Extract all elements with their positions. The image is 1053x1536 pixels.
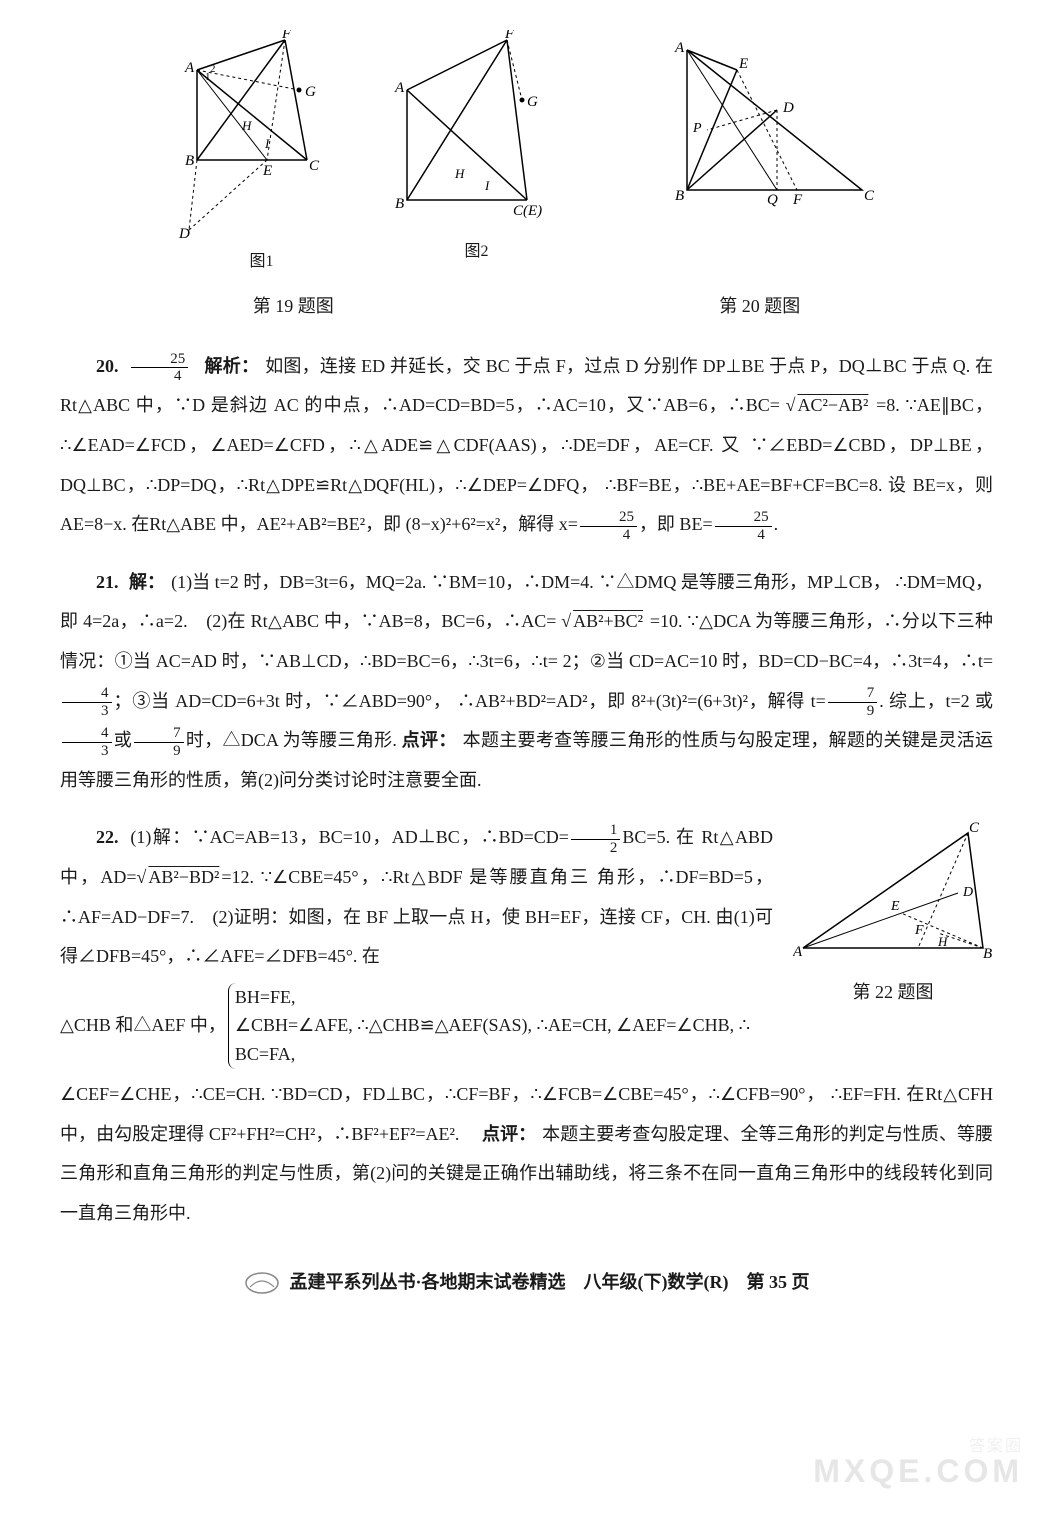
svg-text:I: I bbox=[264, 136, 270, 151]
page-footer: 孟建平系列丛书·各地期末试卷精选 八年级(下)数学(R) 第 35 页 bbox=[60, 1263, 993, 1303]
q22-t2b: =12. ∵∠CBE=45°，∴Rt△BDF 是等腰直角三 bbox=[221, 867, 590, 887]
q21-t1: (1)当 t=2 时，DB=3t=6，MQ=2a. ∵BM=10，∴DM=4. … bbox=[171, 572, 891, 592]
fig2-subcaption: 图2 bbox=[464, 234, 488, 269]
figures-row: A B C D E F G H I 1 2 图1 A B C(E) F G bbox=[60, 30, 993, 279]
q21-t4b: ；③当 AD=CD=6+3t 时，∵∠ABD=90°， bbox=[114, 691, 452, 711]
q20-t1: 如图，连接 ED 并延长，交 BC 于点 F，过点 D 分别作 DP⊥BE 于点… bbox=[265, 356, 970, 376]
q21-t4a: 2；②当 CD=AC=10 时，BD=CD−BC=4，∴3t=4，∴t= bbox=[563, 651, 993, 671]
svg-text:P: P bbox=[692, 121, 702, 136]
svg-text:2: 2 bbox=[210, 63, 216, 75]
q21-cmt-head: 点评： bbox=[402, 730, 457, 750]
q20-t6b: ，即 BE= bbox=[639, 514, 713, 534]
svg-text:E: E bbox=[262, 163, 272, 179]
q21-num: 21. bbox=[96, 572, 119, 592]
svg-text:A: A bbox=[793, 944, 803, 958]
q21-root: AB²+BC² bbox=[571, 611, 645, 631]
fig20-svg: A B C D E F P Q bbox=[667, 30, 877, 210]
svg-text:C(E): C(E) bbox=[513, 203, 542, 219]
figure-19-1: A B C D E F G H I 1 2 图1 bbox=[177, 30, 347, 279]
svg-text:H: H bbox=[937, 934, 948, 949]
svg-text:A: A bbox=[674, 40, 685, 56]
brace-line-3: BC=FA, bbox=[235, 1040, 750, 1069]
fig1-svg: A B C D E F G H I 1 2 bbox=[177, 30, 347, 240]
svg-text:H: H bbox=[241, 118, 252, 133]
caption-row: 第 19 题图 第 20 题图 bbox=[60, 287, 993, 327]
q21-t2b: =10. bbox=[650, 611, 683, 631]
q22-t1a: ∵AC=AB=13，BC=10，AD⊥BC，∴BD=CD= bbox=[192, 827, 569, 847]
footer-icon bbox=[244, 1271, 280, 1295]
q22-brace-row: △CHB 和△AEF 中， BH=FE, ∠CBH=∠AFE, ∴△CHB≌△A… bbox=[60, 977, 773, 1075]
svg-text:C: C bbox=[309, 158, 320, 174]
q22-head: (1)解： bbox=[130, 827, 191, 847]
svg-text:D: D bbox=[962, 885, 973, 900]
q21-t5c: 或 bbox=[114, 730, 133, 750]
q22-t5-pre: △CHB 和△AEF 中， bbox=[60, 1006, 226, 1046]
svg-text:I: I bbox=[484, 178, 490, 193]
figure-22: A B C D E F H 第 22 题图 bbox=[793, 818, 993, 1012]
svg-text:E: E bbox=[738, 56, 748, 72]
svg-text:B: B bbox=[395, 196, 404, 212]
svg-text:B: B bbox=[185, 153, 194, 169]
svg-text:Q: Q bbox=[767, 192, 778, 208]
svg-text:D: D bbox=[782, 100, 794, 116]
svg-text:A: A bbox=[394, 80, 405, 96]
svg-text:D: D bbox=[178, 226, 190, 240]
q20-head: 解析： bbox=[204, 356, 259, 376]
figure-19-2: A B C(E) F G H I 图2 bbox=[387, 30, 567, 279]
q22-cmt-head: 点评： bbox=[482, 1124, 536, 1144]
svg-text:C: C bbox=[864, 188, 875, 204]
q21-head: 解： bbox=[129, 572, 165, 592]
svg-text:F: F bbox=[281, 30, 292, 42]
watermark-cn: 答案圈 bbox=[969, 1429, 1023, 1464]
figure-20: A B C D E F P Q bbox=[667, 30, 877, 279]
q21-t5d: 时，△DCA 为等腰三角形. bbox=[186, 730, 397, 750]
caption-19: 第 19 题图 bbox=[60, 287, 527, 327]
brace-line-1: BH=FE, bbox=[235, 983, 750, 1012]
q20-root: AC²−AB² bbox=[795, 395, 870, 415]
brace-system: BH=FE, ∠CBH=∠AFE, ∴△CHB≌△AEF(SAS), ∴AE=C… bbox=[228, 983, 750, 1069]
svg-text:C: C bbox=[969, 820, 980, 836]
svg-text:A: A bbox=[184, 60, 195, 76]
svg-text:B: B bbox=[983, 946, 992, 958]
svg-text:F: F bbox=[792, 192, 803, 208]
svg-text:B: B bbox=[675, 188, 684, 204]
brace-line-2: ∠CBH=∠AFE, ∴△CHB≌△AEF(SAS), ∴AE=CH, ∠AEF… bbox=[235, 1011, 750, 1040]
solution-20: 20. 254 解析： 如图，连接 ED 并延长，交 BC 于点 F，过点 D 分… bbox=[60, 347, 993, 545]
q20-num: 20. bbox=[96, 356, 119, 376]
q20-answer-frac: 254 bbox=[131, 351, 188, 385]
caption-20: 第 20 题图 bbox=[527, 287, 994, 327]
fig2-svg: A B C(E) F G H I bbox=[387, 30, 567, 230]
q21-t5b: . 综上，t=2 或 bbox=[879, 691, 993, 711]
svg-text:G: G bbox=[305, 84, 316, 100]
fig1-subcaption: 图1 bbox=[249, 244, 273, 279]
q22-root: AB²−BD² bbox=[146, 867, 221, 887]
svg-text:F: F bbox=[504, 30, 515, 42]
solution-22: A B C D E F H 第 22 题图 22. (1)解：∵AC=AB=13… bbox=[60, 818, 993, 1233]
q22-t6: ∠CEF=∠CHE，∴CE=CH. ∵BD=CD，FD⊥BC，∴CF=BF，∴∠… bbox=[60, 1084, 825, 1104]
q22-num: 22. bbox=[96, 827, 119, 847]
fig22-svg: A B C D E F H bbox=[793, 818, 993, 958]
svg-text:H: H bbox=[454, 166, 465, 181]
q20-t6c: . bbox=[774, 514, 779, 534]
svg-text:E: E bbox=[890, 899, 900, 914]
q21-t5a: ∴AB²+BD²=AD²，即 8²+(3t)²=(6+3t)²，解得 t= bbox=[457, 691, 826, 711]
footer-text: 孟建平系列丛书·各地期末试卷精选 八年级(下)数学(R) 第 35 页 bbox=[290, 1263, 810, 1303]
svg-text:F: F bbox=[914, 923, 924, 938]
watermark: MXQE.COM bbox=[813, 1436, 1023, 1506]
solution-21: 21. 解： (1)当 t=2 时，DB=3t=6，MQ=2a. ∵BM=10，∴… bbox=[60, 563, 993, 801]
fig22-caption: 第 22 题图 bbox=[793, 973, 993, 1013]
svg-text:G: G bbox=[527, 94, 538, 110]
q20-t6a: (8−x)²+6²=x²，解得 x= bbox=[406, 514, 578, 534]
q22-t1b: BC=5. 在 bbox=[622, 827, 695, 847]
